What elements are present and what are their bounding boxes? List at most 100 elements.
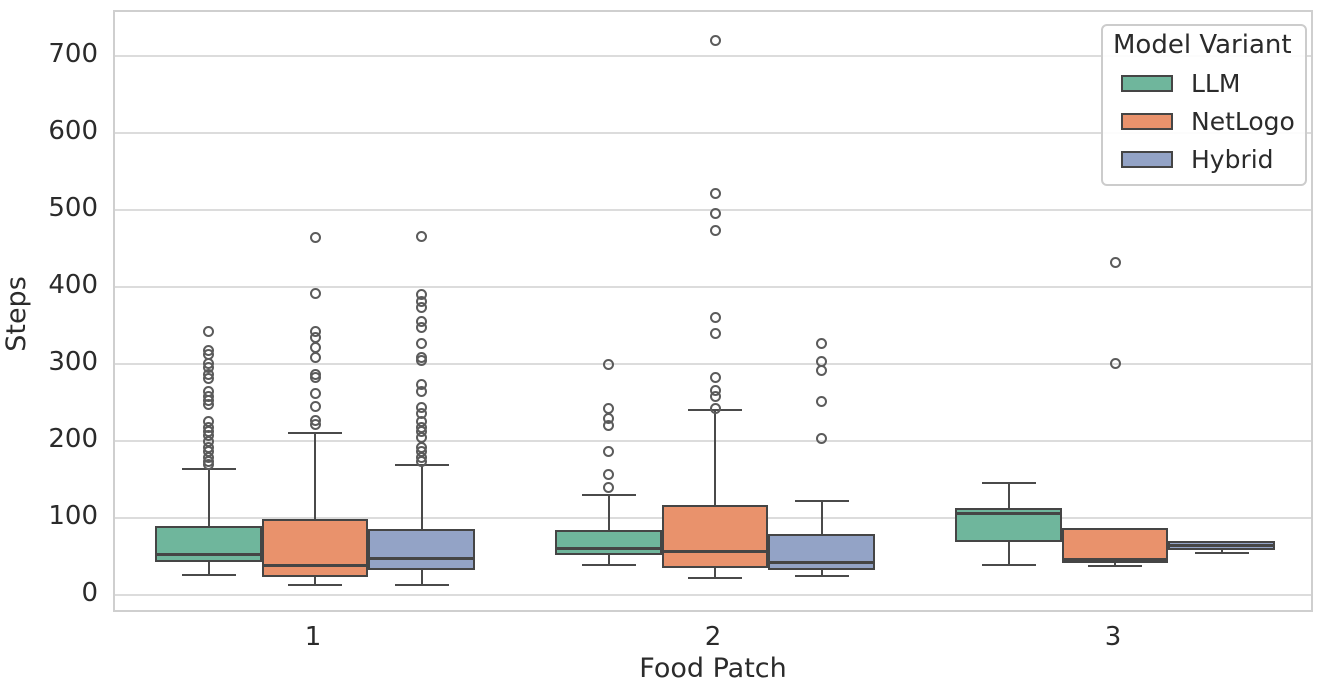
median-netlogo-patch2 [663,549,767,553]
whisker-cap-lower [794,574,849,577]
legend-item-hybrid: Hybrid [1121,145,1295,174]
whisker-cap-lower [1088,564,1142,567]
outlier-point [416,322,427,334]
y-tick-label: 600 [48,116,98,146]
outlier-point [416,231,427,243]
outlier-point [709,312,721,324]
outlier-point [203,399,214,411]
gridline [115,286,1311,288]
outlier-point [709,403,721,415]
median-netlogo-patch1 [263,564,367,568]
median-llm-patch3 [957,511,1060,515]
outlier-point [816,396,827,408]
x-axis-label: Food Patch [639,653,787,684]
y-tick-label: 500 [48,193,98,223]
median-netlogo-patch3 [1063,558,1167,562]
outlier-point [416,337,427,349]
outlier-point [709,390,721,402]
y-tick-label: 700 [48,39,98,69]
outlier-point [709,224,721,236]
outlier-point [309,419,321,431]
outlier-point [416,431,427,443]
outlier-point [816,433,827,445]
outlier-point [709,188,721,200]
outlier-point [816,365,827,377]
y-tick-label: 100 [48,501,98,531]
whisker-cap-lower [394,583,449,586]
box-hybrid-patch1 [368,528,475,571]
legend: Model Variant LLM NetLogo Hybrid [1101,24,1307,186]
whisker-upper-hybrid-2 [820,501,823,535]
median-hybrid-patch3 [1170,544,1273,548]
whisker-cap-lower [981,563,1036,566]
whisker-upper-netlogo-1 [314,432,316,519]
outlier-point [603,481,614,493]
outlier-point [1109,256,1121,268]
legend-item-label: NetLogo [1191,107,1295,136]
whisker-cap-lower [688,577,742,580]
outlier-point [309,400,321,412]
y-tick-label: 200 [48,424,98,454]
whisker-lower-llm-2 [607,554,610,565]
outlier-point [709,371,721,383]
y-tick-label: 300 [48,347,98,377]
whisker-upper-hybrid-1 [420,464,423,529]
box-netlogo-patch2 [661,504,769,569]
outlier-point [309,287,321,299]
whisker-upper-netlogo-2 [714,410,716,505]
outlier-point [709,35,721,47]
legend-item-label: LLM [1191,69,1241,98]
box-llm-patch2 [555,530,662,555]
outlier-point [416,456,427,468]
whisker-lower-netlogo-1 [314,576,316,585]
whisker-cap-lower [288,583,342,586]
llm-color-swatch-icon [1121,75,1173,92]
outlier-point [603,420,614,432]
netlogo-color-swatch-icon [1121,113,1173,130]
gridline [115,55,1311,57]
whisker-lower-llm-3 [1007,541,1010,565]
whisker-lower-hybrid-1 [420,570,423,585]
median-hybrid-patch2 [770,561,873,565]
legend-item-netlogo: NetLogo [1121,107,1295,136]
gridline [115,132,1311,134]
outlier-point [309,372,321,384]
whisker-lower-hybrid-3 [1220,549,1223,553]
whisker-lower-llm-1 [207,561,210,575]
whisker-cap-lower [181,573,236,576]
x-tick-label: 2 [704,622,722,652]
box-hybrid-patch2 [768,534,875,571]
median-hybrid-patch1 [370,557,473,561]
outlier-point [309,232,321,244]
y-tick-label: 0 [81,578,98,608]
whisker-lower-hybrid-2 [820,570,823,576]
box-netlogo-patch3 [1061,528,1169,563]
outlier-point [416,386,427,398]
outlier-point [309,331,321,343]
whisker-lower-netlogo-2 [714,568,716,579]
outlier-point [309,387,321,399]
median-llm-patch2 [557,546,660,550]
whisker-cap-lower [581,563,636,566]
median-llm-patch1 [157,553,260,557]
legend-item-label: Hybrid [1191,145,1274,174]
outlier-point [603,469,614,481]
x-tick-label: 3 [1104,622,1122,652]
outlier-point [709,328,721,340]
whisker-cap-upper [581,493,636,496]
outlier-point [416,355,427,367]
outlier-point [309,352,321,364]
outlier-point [1109,357,1121,369]
whisker-lower-netlogo-3 [1114,562,1116,566]
x-tick-label: 1 [304,622,322,652]
box-netlogo-patch1 [261,518,369,577]
legend-title: Model Variant [1113,30,1292,60]
gridline [115,594,1311,596]
outlier-point [816,338,827,350]
gridline [115,363,1311,365]
legend-item-llm: LLM [1121,69,1295,98]
outlier-point [203,459,214,471]
gridline [115,440,1311,442]
outlier-point [603,358,614,370]
